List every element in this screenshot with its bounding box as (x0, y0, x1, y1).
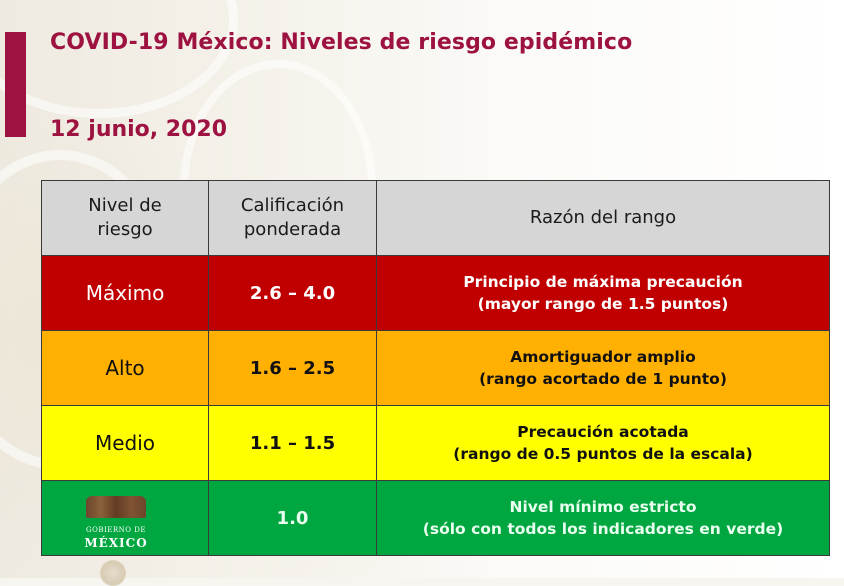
reason-line: Amortiguador amplio (510, 348, 696, 366)
score-range-cell: 1.0 (208, 480, 377, 556)
page-title: COVID-19 México: Niveles de riesgo epidé… (50, 30, 633, 55)
header-text: riesgo (97, 219, 153, 240)
table-row: Medio 1.1 – 1.5 Precaución acotada (rang… (41, 405, 830, 481)
table-header-row: Nivel de riesgo Calificación ponderada R… (41, 180, 830, 256)
header-range-reason: Razón del rango (376, 180, 830, 256)
page-date: 12 junio, 2020 (50, 117, 228, 142)
reason-line: Precaución acotada (517, 423, 689, 441)
table-row: Máximo 2.6 – 4.0 Principio de máxima pre… (41, 255, 830, 331)
reason-line: (mayor rango de 1.5 puntos) (477, 295, 729, 313)
reason-line: Principio de máxima precaución (463, 273, 743, 291)
risk-level-cell: Medio (41, 405, 209, 481)
range-reason-cell: Nivel mínimo estricto (sólo con todos lo… (376, 480, 830, 556)
header-text: Nivel de (88, 195, 162, 216)
risk-levels-table: Nivel de riesgo Calificación ponderada R… (41, 180, 830, 556)
risk-level-cell: Alto (41, 330, 209, 406)
header-weighted-score: Calificación ponderada (208, 180, 377, 256)
national-seal-icon (100, 560, 126, 586)
score-range-cell: 1.6 – 2.5 (208, 330, 377, 406)
accent-bar (5, 32, 26, 137)
risk-level-cell: Máximo (41, 255, 209, 331)
reason-line: (sólo con todos los indicadores en verde… (422, 520, 784, 538)
background-swirl (0, 0, 238, 118)
range-reason-cell: Precaución acotada (rango de 0.5 puntos … (376, 405, 830, 481)
header-text: ponderada (243, 219, 342, 240)
table-row: Bajo 1.0 Nivel mínimo estricto (sólo con… (41, 480, 830, 556)
reason-line: (rango de 0.5 puntos de la escala) (453, 445, 753, 463)
score-range-cell: 1.1 – 1.5 (208, 405, 377, 481)
score-range-cell: 2.6 – 4.0 (208, 255, 377, 331)
reason-line: Nivel mínimo estricto (509, 498, 697, 516)
header-text: Calificación (240, 195, 345, 216)
range-reason-cell: Amortiguador amplio (rango acortado de 1… (376, 330, 830, 406)
reason-line: (rango acortado de 1 punto) (479, 370, 727, 388)
risk-level-cell: Bajo (41, 480, 209, 556)
range-reason-cell: Principio de máxima precaución (mayor ra… (376, 255, 830, 331)
header-risk-level: Nivel de riesgo (41, 180, 209, 256)
table-row: Alto 1.6 – 2.5 Amortiguador amplio (rang… (41, 330, 830, 406)
